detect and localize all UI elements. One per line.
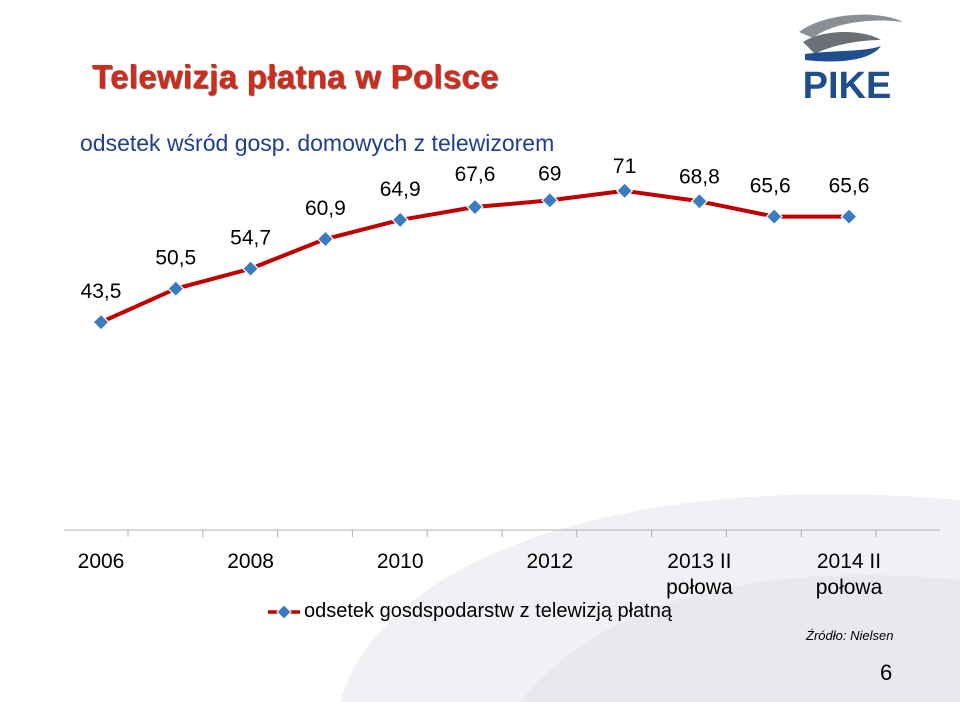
series-markers [92,182,858,331]
data-label: 65,6 [829,175,870,198]
x-tick-labels: 2006 2008 2010 2012 2013 II połowa 2014 II poło… [78,550,883,599]
data-point-marker [840,207,858,226]
page-subtitle: odsetek wśród gosp. domowych z telewizor… [80,130,555,156]
x-tick-label: 2006 [78,550,125,573]
x-tick-label: 2012 [526,550,573,573]
data-point-marker [167,280,185,298]
data-point-marker [316,230,335,248]
x-tick-label: 2014 II połowa [816,550,883,599]
source-note: Źródło: Nielsen [806,628,894,643]
x-axis [64,529,940,537]
data-label: 60,9 [305,197,346,220]
data-point-marker [241,260,260,278]
data-point-marker [391,211,409,229]
data-label: 65,6 [750,175,791,198]
data-point-marker [765,207,783,226]
chart-legend: odsetek gosdspodarstw z telewizją płatną [268,600,672,623]
data-point-marker [541,191,559,209]
data-labels: 43,5 50,5 54,7 60,9 64,9 67,6 69 71 68,8 65,6 65,6 [81,155,870,303]
logo-text: PIKE [803,65,892,102]
data-label: 50,5 [155,247,196,270]
legend-label: odsetek gosdspodarstw z telewizją płatną [304,600,672,622]
data-label: 54,7 [230,227,271,250]
data-point-marker [92,313,110,331]
data-label: 64,9 [380,178,421,201]
page-number: 6 [880,660,893,685]
legend-line-marker-icon [268,603,300,620]
data-label: 43,5 [81,280,122,303]
data-point-marker [466,198,484,216]
pike-swoosh-icon: PIKE [799,14,903,107]
x-tick-label: 2013 II połowa [666,550,733,599]
data-label: 71 [613,155,636,178]
pike-logo: PIKE [785,10,910,107]
data-point-marker [690,192,709,210]
data-label: 69 [538,162,561,185]
data-label: 68,8 [679,165,720,188]
x-tick-label: 2008 [227,550,274,573]
x-tick-label: 2010 [377,550,424,573]
data-label: 67,6 [455,163,496,186]
data-point-marker [615,182,634,200]
page-title: Telewizja płatna w Polsce [92,58,499,95]
